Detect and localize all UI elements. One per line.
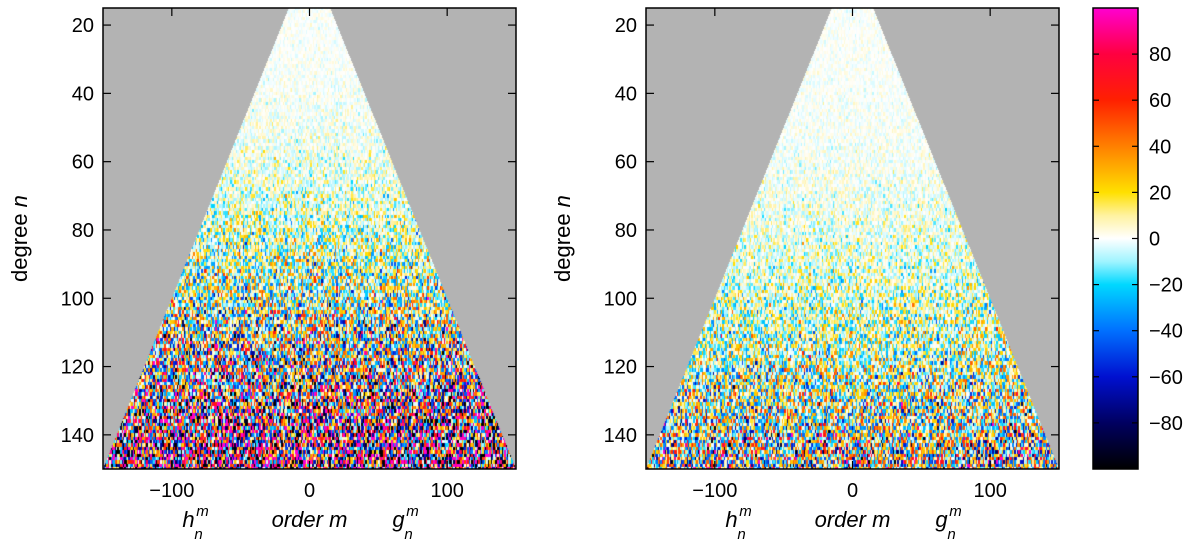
y-tick-label: 20 [72,15,94,37]
colorbar-tick-label: 0 [1149,229,1160,251]
y-tick-label: 100 [604,288,637,310]
x-label-h-coefficient: h mn [182,503,208,543]
y-tick-label: 120 [61,357,94,379]
svg-text:m: m [406,503,419,520]
svg-text:n: n [194,526,202,543]
colorbar: 80 60 40 20 0 −20 −40 −60 −80 [1092,7,1183,470]
svg-text:m: m [196,503,209,520]
y-tick-label: 140 [604,425,637,447]
y-tick-label: 100 [61,288,94,310]
y-tick-label: 80 [72,220,94,242]
svg-text:n: n [947,526,955,543]
svg-text:m: m [949,503,962,520]
colorbar-tick-label: −20 [1149,275,1183,297]
svg-text:h: h [182,507,194,532]
colorbar-tick-label: 80 [1149,44,1171,66]
colorbar-tick-label: −60 [1149,367,1183,389]
svg-text:g: g [392,507,405,532]
colorbar-tick-label: −40 [1149,321,1183,343]
y-tick-label: 20 [615,15,637,37]
x-axis-label: order m [815,507,891,532]
colorbar-tick-label: −80 [1149,413,1183,435]
y-axis-label: degree n [550,195,575,282]
y-tick-label: 40 [615,83,637,105]
colorbar-gradient [1093,8,1138,469]
x-label-g-coefficient: g mn [392,503,418,543]
x-axis-label: order m [272,507,348,532]
svg-text:g: g [935,507,948,532]
y-axis-label: degree n [7,195,32,282]
colorbar-tick-label: 20 [1149,182,1171,204]
y-tick-label: 120 [604,357,637,379]
y-tick-label: 80 [615,220,637,242]
x-tick-label: −100 [692,480,737,502]
y-tick-label: 60 [72,152,94,174]
svg-text:h: h [725,507,737,532]
colorbar-tick-label: 60 [1149,90,1171,112]
svg-text:n: n [737,526,745,543]
svg-text:m: m [739,503,752,520]
y-tick-label: 60 [615,152,637,174]
y-tick-label: 140 [61,425,94,447]
svg-text:n: n [404,526,412,543]
x-tick-label: −100 [149,480,194,502]
x-label-h-coefficient: h mn [725,503,751,543]
x-tick-label: 100 [430,480,463,502]
x-tick-label: 0 [847,480,858,502]
heatmap-cells [646,8,1059,469]
x-label-g-coefficient: g mn [935,503,961,543]
x-tick-label: 100 [973,480,1006,502]
x-tick-label: 0 [304,480,315,502]
y-tick-label: 40 [72,83,94,105]
colorbar-tick-label: 40 [1149,136,1171,158]
heatmap-cells [103,8,516,469]
